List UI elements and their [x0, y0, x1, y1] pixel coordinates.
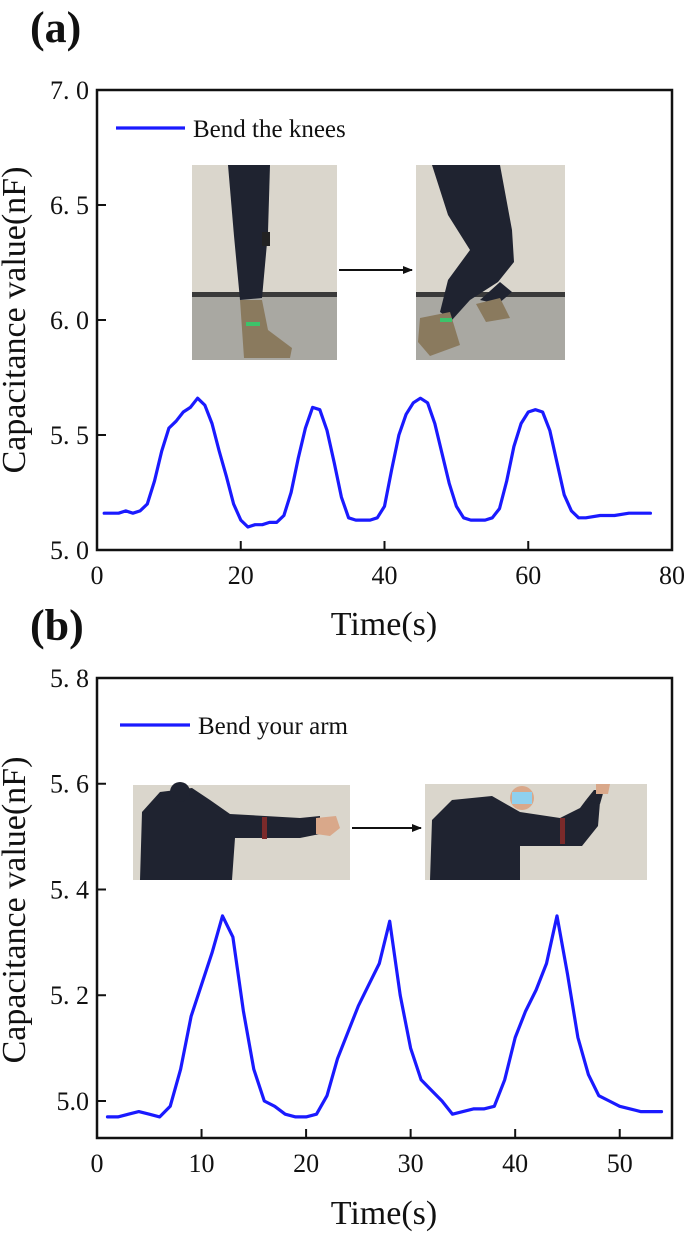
panel-b: (b) 0 10 20 30 40 50 5.0 5. 2 5. 4 5. 6 5. 8 Bend … — [0, 601, 674, 1232]
x-tick-label-b: 10 — [189, 1149, 215, 1178]
x-tick-label-b: 50 — [607, 1149, 633, 1178]
y-tick-label-a: 6. 0 — [50, 306, 89, 335]
x-tick-label-b: 0 — [91, 1149, 104, 1178]
y-tick-label-a: 7. 0 — [50, 76, 89, 105]
axes-frame-b — [95, 676, 674, 1140]
plot-area-a: 0 20 40 60 80 5. 0 5. 5 6. 0 6. 5 7. 0 — [50, 76, 685, 590]
y-tick-label-b: 5. 8 — [50, 664, 89, 693]
series-line-b — [105, 914, 664, 1119]
y-axis-title-a: Capacitance value(nF) — [0, 167, 33, 474]
plot-area-b: 0 10 20 30 40 50 5.0 5. 2 5. 4 5. 6 5. 8 — [50, 664, 664, 1178]
arm-photo-bent — [425, 784, 647, 880]
y-axis-title-b: Capacitance value(nF) — [0, 757, 33, 1064]
legend-b: Bend your arm — [120, 713, 349, 740]
series-line-a — [102, 396, 653, 529]
x-tick-label-b: 30 — [398, 1149, 424, 1178]
y-tick-label-a: 6. 5 — [50, 191, 89, 220]
y-tick-label-a: 5. 5 — [50, 421, 89, 450]
x-tick-label-a: 80 — [659, 561, 685, 590]
x-tick-label-a: 20 — [228, 561, 254, 590]
panel-a-label: (a) — [30, 3, 81, 52]
arm-photo-extended — [133, 782, 350, 880]
y-tick-label-b: 5.0 — [57, 1087, 90, 1116]
axes-frame-a — [95, 88, 674, 552]
x-axis-title-a: Time(s) — [331, 606, 437, 643]
x-tick-label-b: 40 — [502, 1149, 528, 1178]
panel-a: (a) 0 20 40 60 80 5. 0 5. 5 6. 0 6. 5 7. 0 — [0, 3, 685, 643]
knee-photo-straight — [192, 165, 337, 360]
legend-label-b: Bend your arm — [198, 713, 349, 740]
x-tick-label-b: 20 — [293, 1149, 319, 1178]
x-tick-label-a: 40 — [372, 561, 398, 590]
y-tick-label-b: 5. 4 — [50, 875, 89, 904]
legend-a: Bend the knees — [116, 116, 346, 143]
y-tick-label-b: 5. 6 — [50, 770, 89, 799]
x-axis-title-b: Time(s) — [331, 1195, 437, 1232]
y-tick-label-b: 5. 2 — [50, 981, 89, 1010]
x-tick-label-a: 60 — [515, 561, 541, 590]
x-tick-label-a: 0 — [91, 561, 104, 590]
legend-label-a: Bend the knees — [193, 116, 346, 143]
knee-photo-bent — [416, 165, 565, 360]
y-tick-label-a: 5. 0 — [50, 536, 89, 565]
panel-b-label: (b) — [30, 601, 84, 650]
